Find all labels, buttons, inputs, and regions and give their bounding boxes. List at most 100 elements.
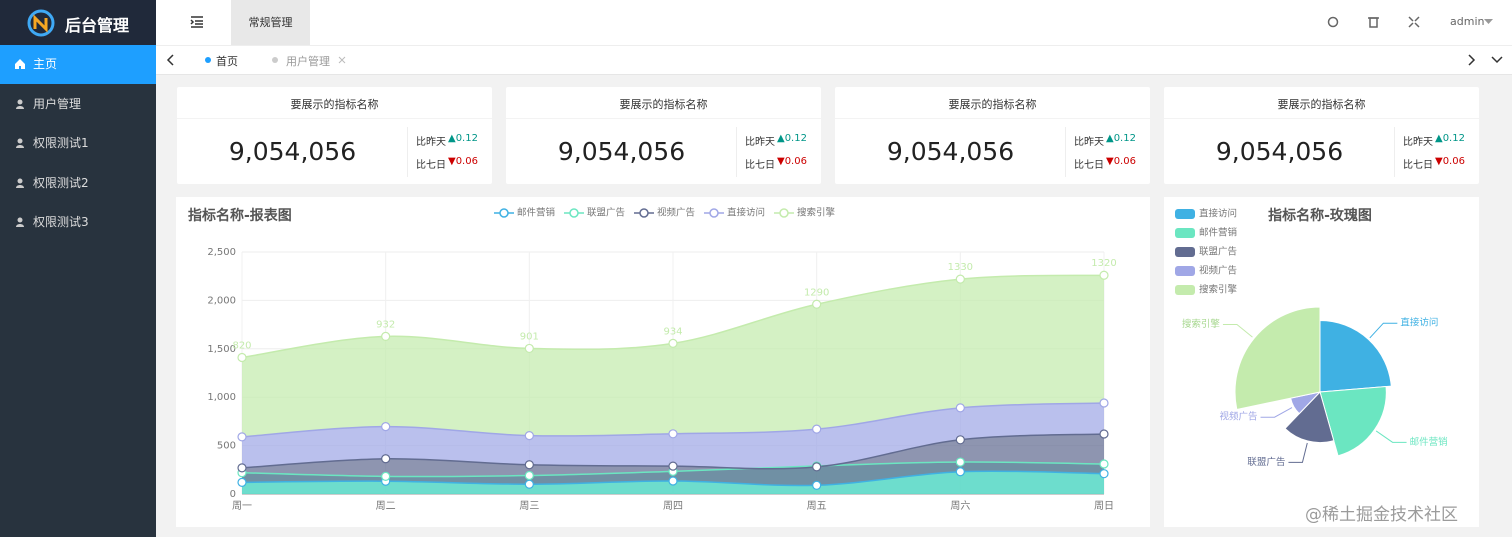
stat-card: 要展示的指标名称 9,054,056 比昨天 ▲0.12 比七日 ▼0.06 bbox=[835, 87, 1150, 184]
data-label: 1290 bbox=[804, 287, 829, 298]
compare-change: ▼0.06 bbox=[1106, 156, 1136, 167]
menu-icon bbox=[16, 217, 24, 227]
sidebar bbox=[0, 0, 156, 537]
legend-icon bbox=[499, 208, 509, 218]
logo: 后台管理 bbox=[0, 0, 156, 45]
menu-item[interactable]: 用户管理 bbox=[0, 85, 156, 124]
card-title: 要展示的指标名称 bbox=[1277, 98, 1366, 111]
x-tick-label: 周五 bbox=[807, 500, 827, 512]
point bbox=[812, 424, 822, 434]
menu-label[interactable]: 用户管理 bbox=[33, 96, 82, 111]
point bbox=[1099, 459, 1109, 469]
point bbox=[381, 471, 391, 481]
tab[interactable]: 首页 bbox=[216, 55, 238, 68]
point bbox=[237, 477, 247, 487]
legend-label: 视频广告 bbox=[1199, 265, 1237, 277]
logo-icon bbox=[27, 9, 55, 37]
data-label: 934 bbox=[663, 326, 682, 337]
legend-swatch bbox=[1175, 228, 1195, 238]
point bbox=[1099, 429, 1109, 439]
menu-label[interactable]: 权限测试1 bbox=[33, 136, 89, 150]
point bbox=[1099, 398, 1109, 408]
stat-card: 要展示的指标名称 9,054,056 比昨天 ▲0.12 比七日 ▼0.06 bbox=[506, 87, 821, 184]
x-tick-label: 周日 bbox=[1094, 500, 1114, 512]
menu-item[interactable]: 权限测试1 bbox=[0, 124, 156, 163]
card-value: 9,054,056 bbox=[1215, 137, 1344, 166]
x-tick-label: 周六 bbox=[950, 500, 970, 512]
card-title: 要展示的指标名称 bbox=[619, 98, 708, 111]
header-tab[interactable]: 常规管理 bbox=[231, 0, 310, 45]
point bbox=[812, 299, 822, 309]
header-icons bbox=[1327, 16, 1420, 28]
point bbox=[955, 435, 965, 445]
point bbox=[524, 343, 534, 354]
compare-change: ▲0.12 bbox=[1435, 133, 1465, 144]
data-label: 1330 bbox=[948, 262, 973, 273]
legend-icon bbox=[709, 208, 719, 218]
point bbox=[381, 454, 391, 464]
card-split bbox=[407, 127, 408, 177]
legend-label: 联盟广告 bbox=[587, 207, 625, 219]
legend-label: 联盟广告 bbox=[1199, 246, 1237, 258]
compare-label: 比七日 bbox=[1403, 160, 1433, 171]
compare-change: ▼0.06 bbox=[1435, 156, 1465, 167]
card-divider bbox=[506, 118, 821, 119]
legend-icon bbox=[779, 208, 789, 218]
menu-toggle[interactable] bbox=[190, 15, 204, 29]
compare-label: 比昨天 bbox=[745, 137, 775, 148]
point bbox=[381, 331, 391, 342]
menu-label[interactable]: 主页 bbox=[33, 57, 58, 71]
menu-label[interactable]: 权限测试3 bbox=[33, 215, 89, 229]
tab-dot bbox=[205, 57, 211, 63]
menu-item[interactable]: 权限测试2 bbox=[0, 164, 156, 203]
caret bbox=[1484, 19, 1493, 24]
tab[interactable]: 用户管理 bbox=[286, 55, 330, 68]
legend-label: 邮件营销 bbox=[1199, 227, 1238, 239]
card-split bbox=[1394, 127, 1395, 177]
tab-prev[interactable] bbox=[166, 54, 176, 66]
logo-text: 后台管理 bbox=[65, 16, 130, 35]
tab-close[interactable] bbox=[338, 56, 346, 64]
y-tick-label: 2,000 bbox=[207, 295, 236, 306]
card-divider bbox=[1164, 118, 1479, 119]
tab-dot bbox=[272, 57, 278, 63]
compare-change: ▲0.12 bbox=[777, 133, 807, 144]
menu-icon bbox=[16, 99, 24, 109]
point bbox=[237, 432, 247, 442]
menu-item[interactable]: 主页 bbox=[0, 45, 156, 84]
rose-slice bbox=[1319, 319, 1392, 393]
legend-swatch bbox=[1175, 266, 1195, 276]
menu-item[interactable]: 权限测试3 bbox=[0, 203, 156, 242]
data-label: 901 bbox=[520, 331, 539, 342]
point bbox=[955, 403, 965, 413]
menu-icon bbox=[15, 59, 25, 69]
point bbox=[524, 460, 534, 470]
legend-label: 搜索引擎 bbox=[797, 207, 836, 219]
point bbox=[381, 422, 391, 432]
label-line bbox=[1288, 442, 1308, 463]
compare-change: ▲0.12 bbox=[1106, 133, 1136, 144]
user-name[interactable]: admin bbox=[1450, 15, 1485, 28]
compare-label: 比昨天 bbox=[416, 137, 446, 148]
point bbox=[1099, 270, 1109, 280]
compare-change: ▼0.06 bbox=[448, 156, 478, 167]
tab-next[interactable] bbox=[1466, 54, 1476, 66]
point bbox=[668, 338, 678, 348]
label-line bbox=[1375, 430, 1407, 443]
y-tick-label: 2,500 bbox=[207, 247, 236, 258]
point bbox=[955, 467, 965, 477]
compare-label: 比七日 bbox=[1074, 160, 1104, 171]
compare-label: 比昨天 bbox=[1074, 137, 1104, 148]
point bbox=[812, 480, 822, 490]
slice-label: 搜索引擎 bbox=[1182, 318, 1221, 330]
point bbox=[812, 462, 822, 472]
legend-label: 邮件营销 bbox=[517, 207, 556, 219]
menu-label[interactable]: 权限测试2 bbox=[33, 175, 89, 190]
tab-more[interactable] bbox=[1491, 56, 1503, 64]
slice-label: 视频广告 bbox=[1220, 411, 1258, 423]
point bbox=[955, 274, 965, 284]
card-value: 9,054,056 bbox=[557, 137, 686, 166]
label-line bbox=[1260, 407, 1293, 418]
data-label: 1320 bbox=[1091, 258, 1116, 269]
